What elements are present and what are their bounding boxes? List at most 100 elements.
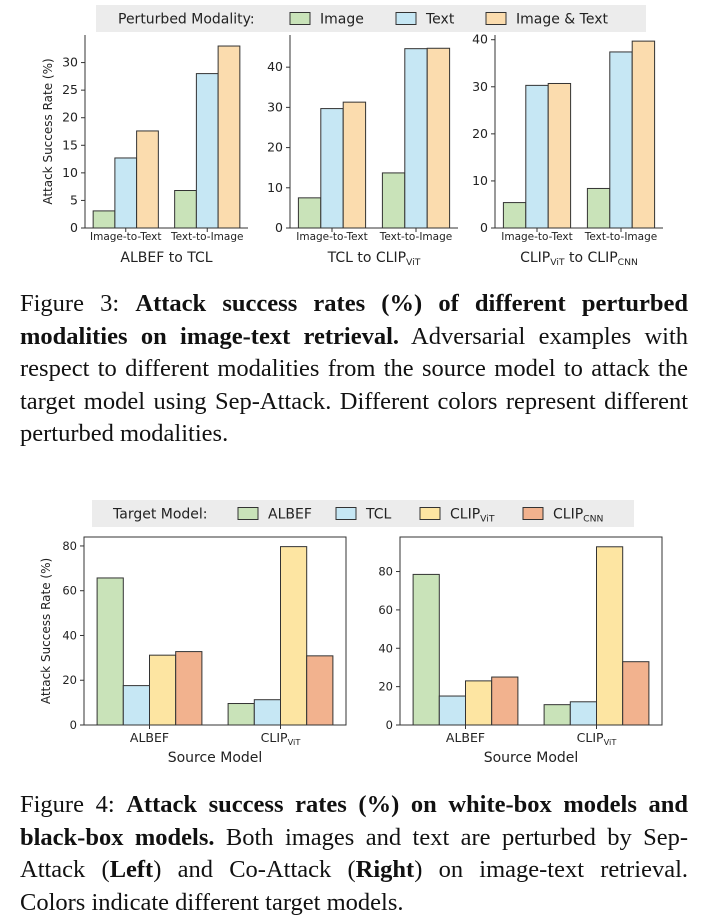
chart-title-albef-to-tcl: ALBEF to TCL [120, 250, 212, 266]
y-tick-label-10: 10 [62, 165, 78, 180]
chart-title-tcl-to-clip-vit: TCL to CLIPViT [327, 250, 421, 268]
figure-3-legend-label-text: Text [425, 12, 455, 28]
bar-text-to-image-image [174, 190, 197, 229]
figure-4-legend-label-tcl: TCL [365, 507, 392, 523]
chart-title-clip-vit-to-clip-cnn: CLIPViT to CLIPCNN [520, 250, 638, 268]
y-tick-label-30: 30 [62, 55, 78, 70]
figure-3-legend-label-image: Image [320, 12, 364, 28]
bar-text-to-image-image-text [631, 40, 656, 229]
figure-4-legend-background [92, 500, 634, 527]
bar-clip-vit-clip-cnn [306, 655, 334, 726]
y-tick-label-20: 20 [267, 140, 283, 155]
bar-clip-vit-clip-vit [280, 546, 308, 726]
figure-4-caption-bold: Attack success rates (%) on white-box mo… [20, 791, 688, 851]
figure-3-caption-label: Figure 3: [20, 290, 120, 317]
bar-clip-vit-clip-cnn [622, 661, 650, 726]
x-tick-label-albef: ALBEF [446, 730, 485, 745]
figure-4-caption-body-2: ) and Co-Attack ( [153, 856, 356, 883]
figure-4-legend-swatch-clip-vit [419, 507, 441, 520]
y-tick-label-15: 15 [62, 137, 78, 152]
x-tick-label-text-to-image: Text-to-Image [170, 231, 243, 243]
y-tick-label-25: 25 [62, 82, 78, 97]
chart-tcl-to-clip-vit: 0 10 20 30 40 Image-to-Text Text-to-Image [267, 35, 458, 243]
bar-image-to-text-image [297, 197, 322, 229]
y-tick-label-40: 40 [267, 59, 283, 74]
bar-albef-clip-cnn [491, 676, 519, 726]
y-tick-label-60: 60 [378, 603, 393, 617]
bar-clip-vit-tcl [253, 699, 282, 726]
figure-4-caption-right: Right [355, 856, 415, 883]
y-tick-label-40: 40 [378, 641, 393, 655]
y-tick-label-5: 5 [70, 192, 78, 207]
figure-3-legend-label-image-text: Image & Text [516, 12, 608, 28]
bar-text-to-image-text [609, 51, 633, 229]
figure-4-caption-body-3: ) on image-text retrieval. Colors indica… [20, 856, 688, 916]
bar-image-to-text-image-text [136, 130, 159, 229]
x-tick-label-image-to-text: Image-to-Text [296, 231, 367, 243]
x-tick-label-clip-vit: CLIPViT [577, 730, 618, 747]
bar-albef-tcl [438, 695, 466, 726]
bar-image-to-text-image [502, 202, 527, 229]
figure-4-legend-title: Target Model: [112, 507, 208, 523]
y-axis-label: Attack Success Rate (%) [41, 58, 55, 204]
bar-albef-tcl [122, 685, 151, 726]
bar-text-to-image-image [381, 172, 406, 229]
x-tick-label-text-to-image: Text-to-Image [379, 231, 452, 243]
figure-3-caption-bold: Attack success rates (%) of different pe… [20, 290, 688, 350]
y-tick-label-20: 20 [378, 680, 393, 694]
y-tick-label-40: 40 [472, 32, 488, 47]
plot-frame [83, 536, 347, 726]
figure-4-legend: Target Model: ALBEF TCL CLIPViT CLIPCNN [92, 500, 634, 527]
y-tick-label-0: 0 [70, 718, 77, 732]
figure-4-legend-swatch-tcl [335, 507, 357, 520]
y-tick-label-40: 40 [62, 628, 77, 642]
y-tick-label-80: 80 [378, 565, 393, 579]
figure-4-charts: Target Model: ALBEF TCL CLIPViT CLIPCNN 0 20 40… [39, 500, 663, 766]
x-axis-label-co-attack: Source Model [484, 750, 579, 766]
bar-albef-albef [412, 573, 440, 726]
y-tick-label-30: 30 [267, 99, 283, 114]
figure-4-legend-label-albef: ALBEF [268, 507, 312, 523]
bar-clip-vit-albef [543, 704, 571, 726]
figure-4-legend-label-clip-vit: CLIPViT [450, 507, 495, 525]
figure-3-charts: Perturbed Modality: Image Text Image & Text… [41, 5, 663, 268]
y-tick-label-80: 80 [62, 539, 77, 553]
bar-clip-vit-albef [227, 703, 255, 726]
y-tick-label-20: 20 [62, 673, 77, 687]
figure-4-legend-label-clip-cnn: CLIPCNN [553, 507, 603, 525]
y-tick-label-10: 10 [472, 173, 488, 188]
chart-clip-vit-to-clip-cnn: 0 10 20 30 40 Image-to-Text Text-to-Image [472, 32, 663, 243]
figure-4-legend-swatch-clip-cnn [522, 507, 544, 520]
y-tick-label-30: 30 [472, 79, 488, 94]
figure-4-caption: Figure 4: Attack success rates (%) on wh… [20, 789, 688, 919]
bar-text-to-image-image-text [217, 45, 241, 229]
chart-albef-to-tcl: 0 5 10 15 20 25 30 Image-to-Text Text-to-Image At… [41, 35, 248, 243]
bar-text-to-image-image-text [426, 47, 451, 229]
figure-3-legend-swatch-text [395, 12, 417, 25]
y-tick-label-0: 0 [275, 220, 283, 235]
y-tick-label-60: 60 [62, 584, 77, 598]
figure-4-legend-swatch-albef [237, 507, 259, 520]
bar-image-to-text-text [320, 108, 344, 229]
bar-albef-clip-vit [149, 654, 177, 726]
bar-clip-vit-clip-vit [596, 546, 624, 726]
x-tick-label-text-to-image: Text-to-Image [584, 231, 657, 243]
chart-sep-attack: 0 20 40 60 80 ALBEF CLIPViT Attack Success Rate… [39, 536, 347, 747]
figure-3-legend: Perturbed Modality: Image Text Image & Text [96, 5, 646, 32]
x-tick-label-clip-vit: CLIPViT [261, 730, 302, 747]
bar-image-to-text-text [525, 84, 549, 229]
y-tick-label-0: 0 [480, 220, 488, 235]
figure-3-caption: Figure 3: Attack success rates (%) of di… [20, 288, 688, 451]
bar-albef-albef [96, 577, 124, 726]
bar-clip-vit-tcl [569, 701, 597, 726]
figure-3-legend-title: Perturbed Modality: [118, 12, 255, 28]
bar-text-to-image-image [586, 187, 611, 229]
bar-image-to-text-image-text [342, 101, 367, 229]
figure-4-caption-body-1: Both images and text are perturbed by Se… [20, 823, 689, 884]
plot-frame [399, 536, 663, 726]
x-tick-label-image-to-text: Image-to-Text [90, 231, 161, 243]
x-tick-label-image-to-text: Image-to-Text [501, 231, 572, 243]
figure-3-legend-swatch-image-text [485, 12, 507, 25]
x-axis-label-sep-attack: Source Model [168, 750, 263, 766]
figure-3-caption-body: Adversarial examples with respect to dif… [20, 322, 689, 448]
